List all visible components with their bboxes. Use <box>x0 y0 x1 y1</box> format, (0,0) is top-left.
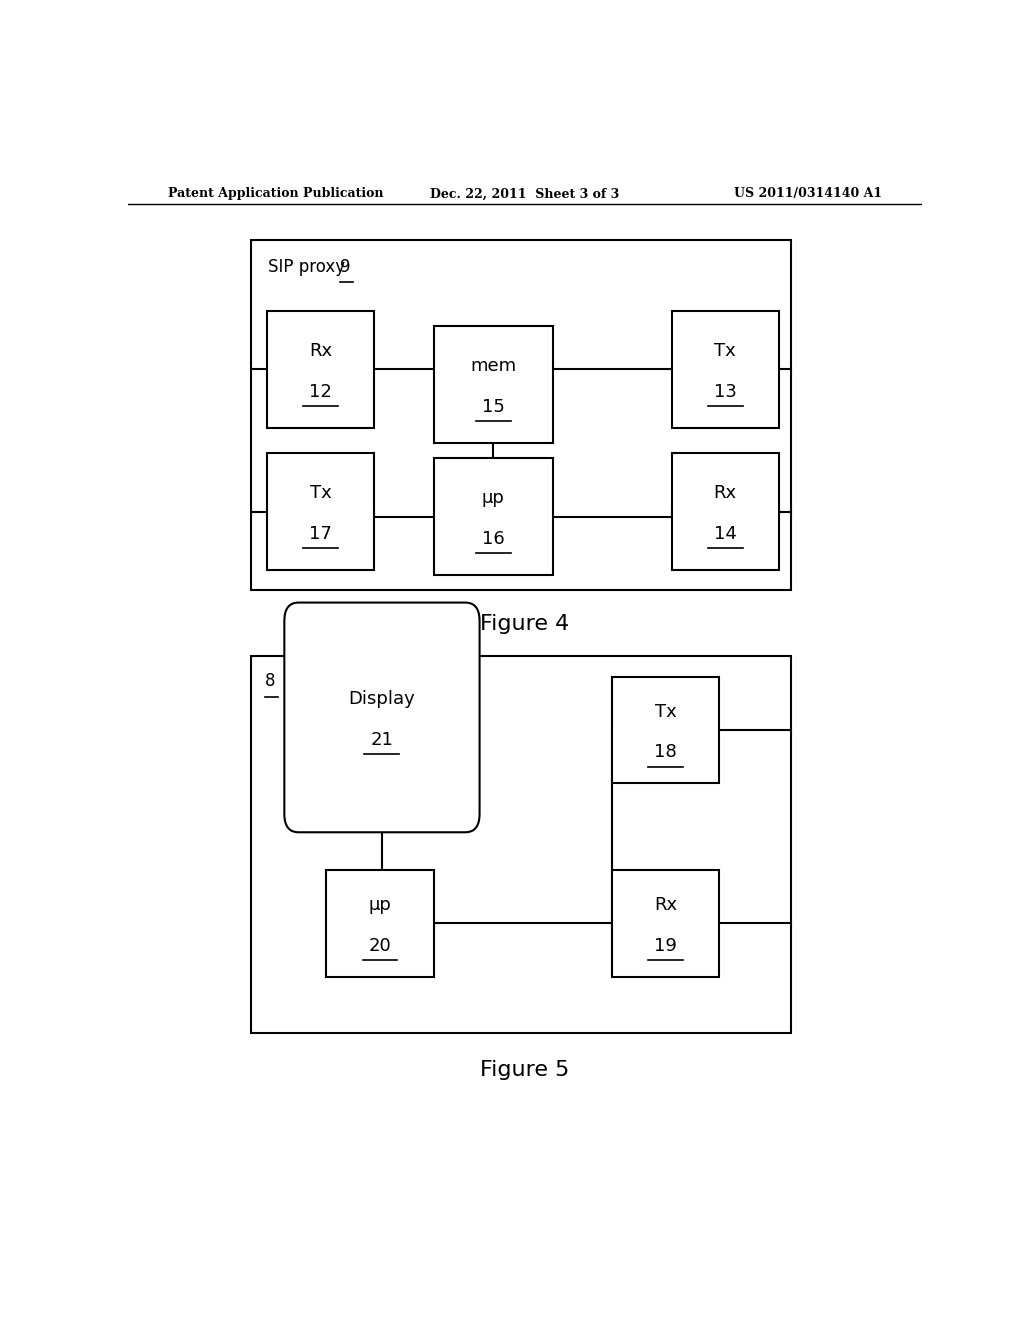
Bar <box>251 656 791 1032</box>
Text: 14: 14 <box>714 525 736 543</box>
Text: μp: μp <box>481 490 505 507</box>
Text: 16: 16 <box>481 531 505 548</box>
Text: mem: mem <box>470 358 516 375</box>
Text: Rx: Rx <box>714 484 736 503</box>
Text: Rx: Rx <box>654 896 677 913</box>
Text: 17: 17 <box>309 525 332 543</box>
Text: 20: 20 <box>369 937 391 954</box>
Text: 12: 12 <box>309 383 332 401</box>
Text: Rx: Rx <box>309 342 332 360</box>
Text: Tx: Tx <box>715 342 736 360</box>
Text: 9: 9 <box>340 257 350 276</box>
Bar <box>267 453 374 570</box>
Text: 19: 19 <box>654 937 677 954</box>
Bar <box>433 458 553 576</box>
Text: US 2011/0314140 A1: US 2011/0314140 A1 <box>734 187 882 201</box>
Bar <box>251 240 791 590</box>
Text: Tx: Tx <box>654 702 677 721</box>
Bar <box>327 870 433 977</box>
Bar <box>672 453 779 570</box>
Bar <box>612 677 719 784</box>
Bar <box>267 312 374 428</box>
Text: Patent Application Publication: Patent Application Publication <box>168 187 383 201</box>
Text: Dec. 22, 2011  Sheet 3 of 3: Dec. 22, 2011 Sheet 3 of 3 <box>430 187 620 201</box>
Text: Tx: Tx <box>309 484 332 503</box>
Text: Display: Display <box>348 690 416 708</box>
Text: 21: 21 <box>371 731 393 748</box>
Bar <box>672 312 779 428</box>
Bar <box>433 326 553 444</box>
Text: Figure 5: Figure 5 <box>480 1060 569 1080</box>
Text: 18: 18 <box>654 743 677 762</box>
Text: 13: 13 <box>714 383 736 401</box>
Bar <box>612 870 719 977</box>
Text: Figure 4: Figure 4 <box>480 614 569 634</box>
Text: SIP proxy: SIP proxy <box>268 257 351 276</box>
FancyBboxPatch shape <box>285 602 479 833</box>
Text: 8: 8 <box>265 672 275 689</box>
Text: μp: μp <box>369 896 391 913</box>
Text: 15: 15 <box>481 397 505 416</box>
